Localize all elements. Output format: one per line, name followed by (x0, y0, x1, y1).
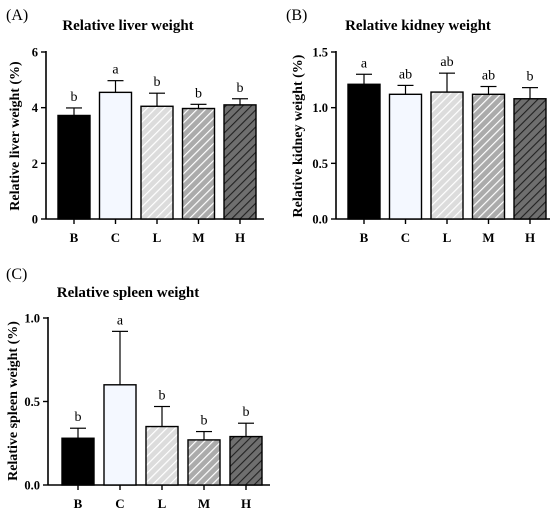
category-label: H (235, 230, 245, 245)
significance-label: b (71, 90, 78, 105)
y-tick-label: 0.0 (24, 479, 40, 493)
y-tick-label: 6 (32, 46, 38, 60)
significance-label: b (201, 414, 208, 429)
panel-letter: (B) (286, 7, 307, 24)
y-tick-label: 0.5 (24, 395, 40, 409)
bar-M (471, 93, 506, 220)
chart-panel-1: (A) Relative liver weight Relative liver w… (6, 7, 264, 245)
bar-C (103, 384, 137, 486)
significance-label: ab (482, 69, 495, 84)
significance-label: ab (399, 67, 412, 82)
category-label: H (241, 496, 251, 511)
panel-letter: (C) (6, 266, 27, 283)
category-label: B (74, 496, 83, 511)
bar-B (61, 437, 95, 486)
bar-H (229, 435, 263, 486)
bar-L (140, 105, 174, 220)
bar-L (145, 425, 179, 486)
significance-label: b (195, 86, 202, 101)
category-label: M (482, 230, 494, 245)
significance-label: ab (440, 55, 453, 70)
significance-label: a (117, 313, 124, 328)
category-label: C (115, 496, 124, 511)
category-label: B (360, 230, 369, 245)
bar-M (187, 439, 221, 486)
category-label: L (158, 496, 167, 511)
bar-L (430, 91, 464, 220)
bar-C (388, 93, 423, 220)
y-tick-label: 1.0 (312, 101, 328, 115)
y-tick-label: 1.5 (312, 46, 328, 60)
bar-M (181, 107, 216, 220)
significance-label: b (237, 81, 244, 96)
significance-label: a (112, 63, 119, 78)
category-label: C (111, 230, 120, 245)
bar-B (347, 83, 381, 220)
category-label: M (192, 230, 204, 245)
category-label: H (525, 230, 535, 245)
significance-label: a (361, 56, 368, 71)
chart-title: Relative liver weight (62, 18, 193, 34)
y-axis-label: Relative liver weight (%) (8, 61, 23, 211)
y-axis-label: Relative spleen weight (%) (6, 321, 21, 481)
bar-B (57, 114, 91, 220)
bar-H (513, 98, 547, 220)
significance-label: b (159, 389, 166, 404)
y-tick-label: 1.0 (24, 312, 40, 326)
significance-label: b (154, 75, 161, 90)
y-tick-label: 4 (32, 101, 39, 115)
significance-label: b (243, 405, 250, 420)
panel-letter: (A) (6, 7, 28, 24)
bar-C (98, 91, 133, 220)
chart-panel-2: (B) Relative kidney weight Relative kidney… (286, 7, 550, 245)
significance-label: b (527, 70, 534, 85)
category-label: B (70, 230, 79, 245)
category-label: L (153, 230, 162, 245)
y-tick-label: 0 (32, 213, 38, 227)
y-tick-label: 0.0 (312, 213, 328, 227)
bar-H (223, 104, 257, 220)
chart-title: Relative spleen weight (57, 285, 199, 301)
significance-label: b (75, 410, 82, 425)
chart-title: Relative kidney weight (345, 18, 491, 34)
y-tick-label: 2 (32, 157, 38, 171)
y-axis-label: Relative kidney weight (%) (291, 54, 306, 217)
category-label: M (198, 496, 210, 511)
chart-panel-3: (C) Relative spleen weight Relative spleen… (6, 266, 270, 511)
category-label: L (443, 230, 452, 245)
y-tick-label: 0.5 (312, 157, 328, 171)
category-label: C (401, 230, 410, 245)
